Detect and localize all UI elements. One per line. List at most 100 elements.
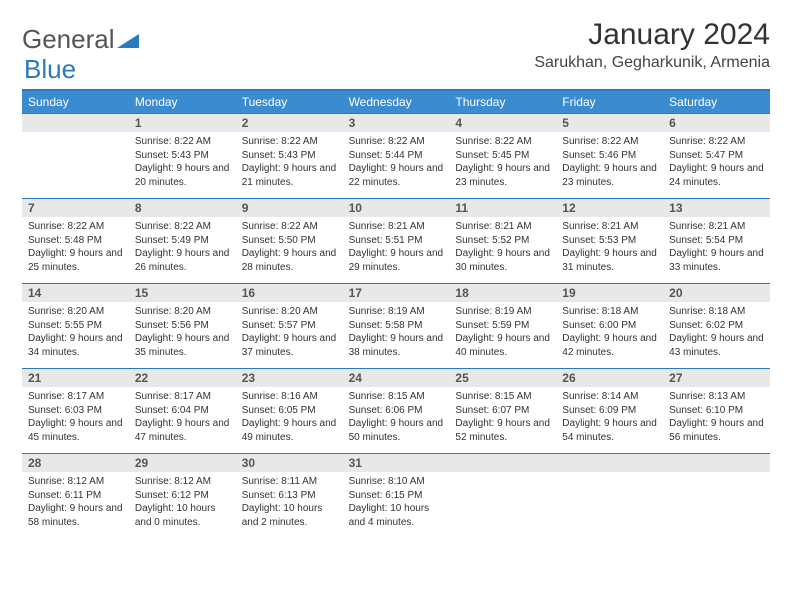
weekday-tue: Tuesday [236,91,343,113]
day-number: 8 [129,199,236,217]
day-cell: Sunrise: 8:22 AMSunset: 5:43 PMDaylight:… [236,132,343,198]
sunset-text: Sunset: 5:54 PM [669,234,764,248]
sunrise-text: Sunrise: 8:11 AM [242,475,337,489]
logo-text-blue: Blue [24,54,76,84]
day-number: 7 [22,199,129,217]
daylight-text: Daylight: 9 hours and 56 minutes. [669,417,764,444]
sunset-text: Sunset: 5:47 PM [669,149,764,163]
daylight-text: Daylight: 9 hours and 31 minutes. [562,247,657,274]
day-number [449,454,556,472]
day-number [22,114,129,132]
day-cell: Sunrise: 8:14 AMSunset: 6:09 PMDaylight:… [556,387,663,453]
day-cell: Sunrise: 8:20 AMSunset: 5:56 PMDaylight:… [129,302,236,368]
sunrise-text: Sunrise: 8:21 AM [669,220,764,234]
day-cell: Sunrise: 8:17 AMSunset: 6:04 PMDaylight:… [129,387,236,453]
day-number: 17 [343,284,450,302]
sunrise-text: Sunrise: 8:22 AM [242,135,337,149]
daylight-text: Daylight: 9 hours and 33 minutes. [669,247,764,274]
day-number: 31 [343,454,450,472]
daylight-text: Daylight: 9 hours and 23 minutes. [562,162,657,189]
day-cell: Sunrise: 8:21 AMSunset: 5:52 PMDaylight:… [449,217,556,283]
sunrise-text: Sunrise: 8:12 AM [28,475,123,489]
day-number: 9 [236,199,343,217]
logo: General [22,18,139,55]
day-cell: Sunrise: 8:12 AMSunset: 6:12 PMDaylight:… [129,472,236,538]
weekday-fri: Friday [556,91,663,113]
day-cell: Sunrise: 8:22 AMSunset: 5:43 PMDaylight:… [129,132,236,198]
daynum-row: 78910111213 [22,198,770,217]
weekday-row: Sunday Monday Tuesday Wednesday Thursday… [22,91,770,113]
daylight-text: Daylight: 9 hours and 22 minutes. [349,162,444,189]
sunset-text: Sunset: 6:04 PM [135,404,230,418]
day-cell: Sunrise: 8:22 AMSunset: 5:48 PMDaylight:… [22,217,129,283]
daylight-text: Daylight: 9 hours and 54 minutes. [562,417,657,444]
day-number: 29 [129,454,236,472]
daycontent-row: Sunrise: 8:17 AMSunset: 6:03 PMDaylight:… [22,387,770,453]
daynum-row: 21222324252627 [22,368,770,387]
title-block: January 2024 Sarukhan, Gegharkunik, Arme… [534,18,770,72]
day-number [663,454,770,472]
day-cell [663,472,770,538]
day-number: 2 [236,114,343,132]
sunset-text: Sunset: 6:05 PM [242,404,337,418]
day-number: 23 [236,369,343,387]
sunset-text: Sunset: 5:55 PM [28,319,123,333]
day-cell: Sunrise: 8:21 AMSunset: 5:53 PMDaylight:… [556,217,663,283]
day-cell: Sunrise: 8:10 AMSunset: 6:15 PMDaylight:… [343,472,450,538]
sunrise-text: Sunrise: 8:22 AM [562,135,657,149]
sunrise-text: Sunrise: 8:16 AM [242,390,337,404]
daylight-text: Daylight: 9 hours and 26 minutes. [135,247,230,274]
day-cell: Sunrise: 8:15 AMSunset: 6:06 PMDaylight:… [343,387,450,453]
sunrise-text: Sunrise: 8:13 AM [669,390,764,404]
daylight-text: Daylight: 9 hours and 52 minutes. [455,417,550,444]
sunrise-text: Sunrise: 8:22 AM [455,135,550,149]
day-number: 12 [556,199,663,217]
daynum-row: 123456 [22,113,770,132]
daylight-text: Daylight: 9 hours and 58 minutes. [28,502,123,529]
sunset-text: Sunset: 5:43 PM [242,149,337,163]
sunset-text: Sunset: 6:07 PM [455,404,550,418]
sunrise-text: Sunrise: 8:17 AM [135,390,230,404]
location-text: Sarukhan, Gegharkunik, Armenia [534,54,770,72]
day-number [556,454,663,472]
sunrise-text: Sunrise: 8:19 AM [349,305,444,319]
daycontent-row: Sunrise: 8:22 AMSunset: 5:48 PMDaylight:… [22,217,770,283]
day-number: 6 [663,114,770,132]
sunset-text: Sunset: 5:46 PM [562,149,657,163]
sunrise-text: Sunrise: 8:18 AM [562,305,657,319]
day-number: 5 [556,114,663,132]
day-number: 30 [236,454,343,472]
daylight-text: Daylight: 9 hours and 37 minutes. [242,332,337,359]
weeks-container: 123456Sunrise: 8:22 AMSunset: 5:43 PMDay… [22,113,770,538]
day-number: 1 [129,114,236,132]
sunrise-text: Sunrise: 8:22 AM [135,135,230,149]
sunrise-text: Sunrise: 8:17 AM [28,390,123,404]
day-cell [22,132,129,198]
daylight-text: Daylight: 10 hours and 0 minutes. [135,502,230,529]
daycontent-row: Sunrise: 8:22 AMSunset: 5:43 PMDaylight:… [22,132,770,198]
day-cell: Sunrise: 8:18 AMSunset: 6:00 PMDaylight:… [556,302,663,368]
daynum-row: 28293031 [22,453,770,472]
sunrise-text: Sunrise: 8:19 AM [455,305,550,319]
sunrise-text: Sunrise: 8:21 AM [562,220,657,234]
day-number: 13 [663,199,770,217]
daylight-text: Daylight: 9 hours and 42 minutes. [562,332,657,359]
day-cell: Sunrise: 8:18 AMSunset: 6:02 PMDaylight:… [663,302,770,368]
daylight-text: Daylight: 9 hours and 30 minutes. [455,247,550,274]
day-number: 19 [556,284,663,302]
day-cell: Sunrise: 8:20 AMSunset: 5:57 PMDaylight:… [236,302,343,368]
sunset-text: Sunset: 5:52 PM [455,234,550,248]
month-title: January 2024 [534,18,770,52]
sunrise-text: Sunrise: 8:15 AM [349,390,444,404]
day-cell: Sunrise: 8:22 AMSunset: 5:45 PMDaylight:… [449,132,556,198]
calendar: Sunday Monday Tuesday Wednesday Thursday… [22,89,770,538]
sunset-text: Sunset: 5:43 PM [135,149,230,163]
sunrise-text: Sunrise: 8:22 AM [349,135,444,149]
sunrise-text: Sunrise: 8:20 AM [242,305,337,319]
sunset-text: Sunset: 5:45 PM [455,149,550,163]
day-cell: Sunrise: 8:19 AMSunset: 5:59 PMDaylight:… [449,302,556,368]
daylight-text: Daylight: 9 hours and 29 minutes. [349,247,444,274]
sunset-text: Sunset: 5:51 PM [349,234,444,248]
logo-triangle-icon [117,24,139,55]
sunset-text: Sunset: 5:59 PM [455,319,550,333]
